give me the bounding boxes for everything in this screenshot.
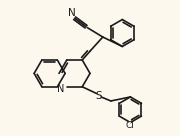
Text: S: S — [95, 91, 102, 101]
Text: Cl: Cl — [126, 121, 135, 130]
Text: N: N — [68, 8, 76, 18]
Text: N: N — [57, 84, 64, 94]
